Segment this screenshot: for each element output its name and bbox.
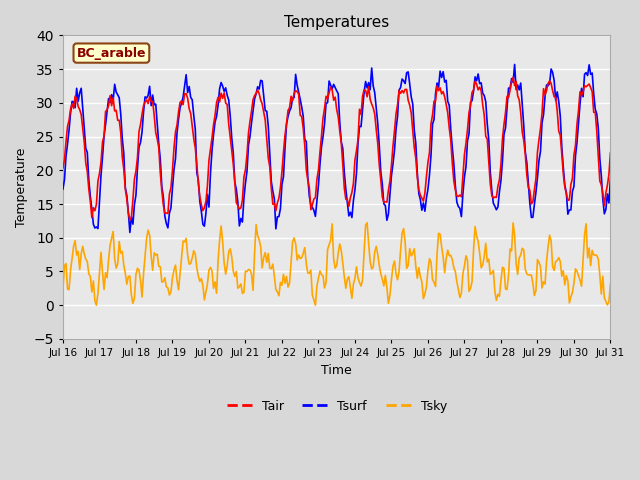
X-axis label: Time: Time bbox=[321, 363, 352, 376]
Title: Temperatures: Temperatures bbox=[284, 15, 389, 30]
Y-axis label: Temperature: Temperature bbox=[15, 147, 28, 227]
Legend: Tair, Tsurf, Tsky: Tair, Tsurf, Tsky bbox=[221, 395, 452, 418]
Text: BC_arable: BC_arable bbox=[77, 47, 146, 60]
